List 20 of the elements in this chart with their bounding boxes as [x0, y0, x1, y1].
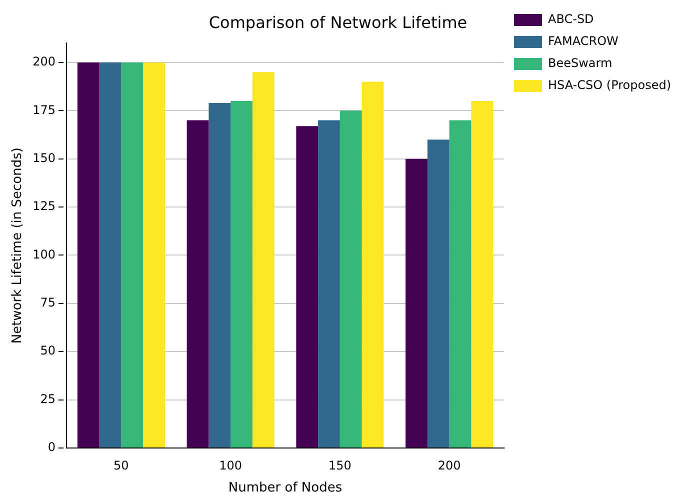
legend-label: BeeSwarm: [548, 56, 612, 70]
legend-label: HSA-CSO (Proposed): [548, 78, 672, 92]
x-tick-label: 200: [438, 458, 461, 472]
x-tick-label: 100: [219, 458, 242, 472]
y-tick-label: 50: [40, 344, 56, 358]
x-tick-label: 150: [328, 458, 352, 472]
y-tick-label: 175: [32, 102, 56, 117]
legend-label: FAMACROW: [548, 34, 619, 48]
y-tick-label: 150: [32, 150, 56, 165]
legend-label: ABC-SD: [548, 12, 594, 26]
y-tick-label: 75: [40, 296, 56, 310]
y-tick-label: 25: [40, 392, 56, 406]
y-tick-label: 100: [32, 247, 56, 262]
y-tick-label: 200: [32, 54, 56, 69]
x-axis-title: Number of Nodes: [228, 480, 342, 496]
x-tick-label: 50: [114, 458, 129, 472]
chart-title: Comparison of Network Lifetime: [208, 12, 468, 32]
y-tick-label: 125: [32, 199, 56, 214]
y-tick-label: 0: [48, 440, 56, 454]
y-axis-title: Network Lifetime (in Seconds): [10, 148, 26, 344]
